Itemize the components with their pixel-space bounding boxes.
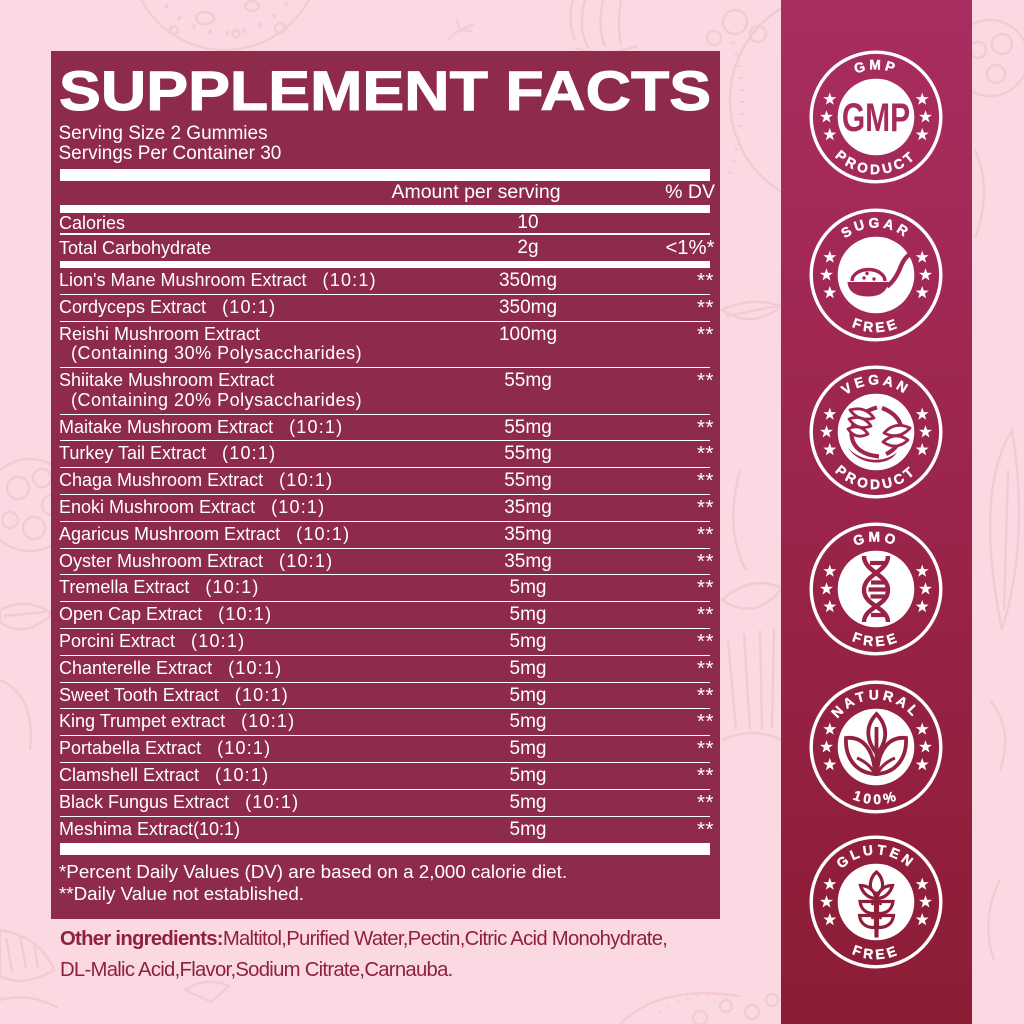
svg-text:FREE: FREE [851, 629, 902, 649]
svg-text:FREE: FREE [851, 315, 902, 335]
svg-text:FREE: FREE [851, 942, 902, 962]
svg-text:GMP: GMP [852, 57, 900, 76]
svg-text:GMP: GMP [842, 96, 910, 140]
svg-text:GMO: GMO [851, 530, 900, 549]
svg-text:100%: 100% [851, 787, 900, 806]
